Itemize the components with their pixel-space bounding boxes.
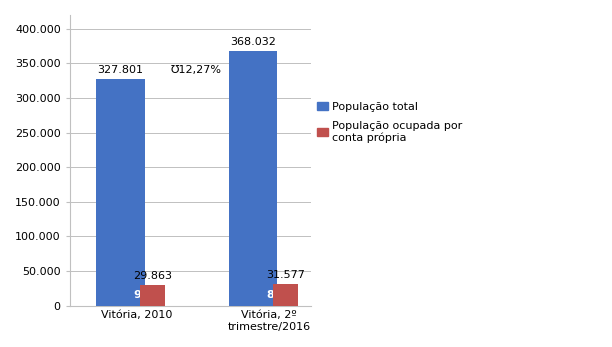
Text: 368.032: 368.032 [230,37,276,48]
Text: 29.863: 29.863 [133,271,173,281]
Bar [273,284,298,306]
Legend: População total, População ocupada por
conta própria: População total, População ocupada por c… [316,102,462,143]
Bar [141,285,165,306]
Text: 8,57%: 8,57% [266,290,305,299]
Bar [229,51,277,306]
Bar [96,79,145,306]
Text: 31.577: 31.577 [266,270,305,280]
Text: 9,11%: 9,11% [133,290,172,300]
Text: 327.801: 327.801 [97,65,144,75]
Text: ℧12,27%: ℧12,27% [170,65,221,75]
